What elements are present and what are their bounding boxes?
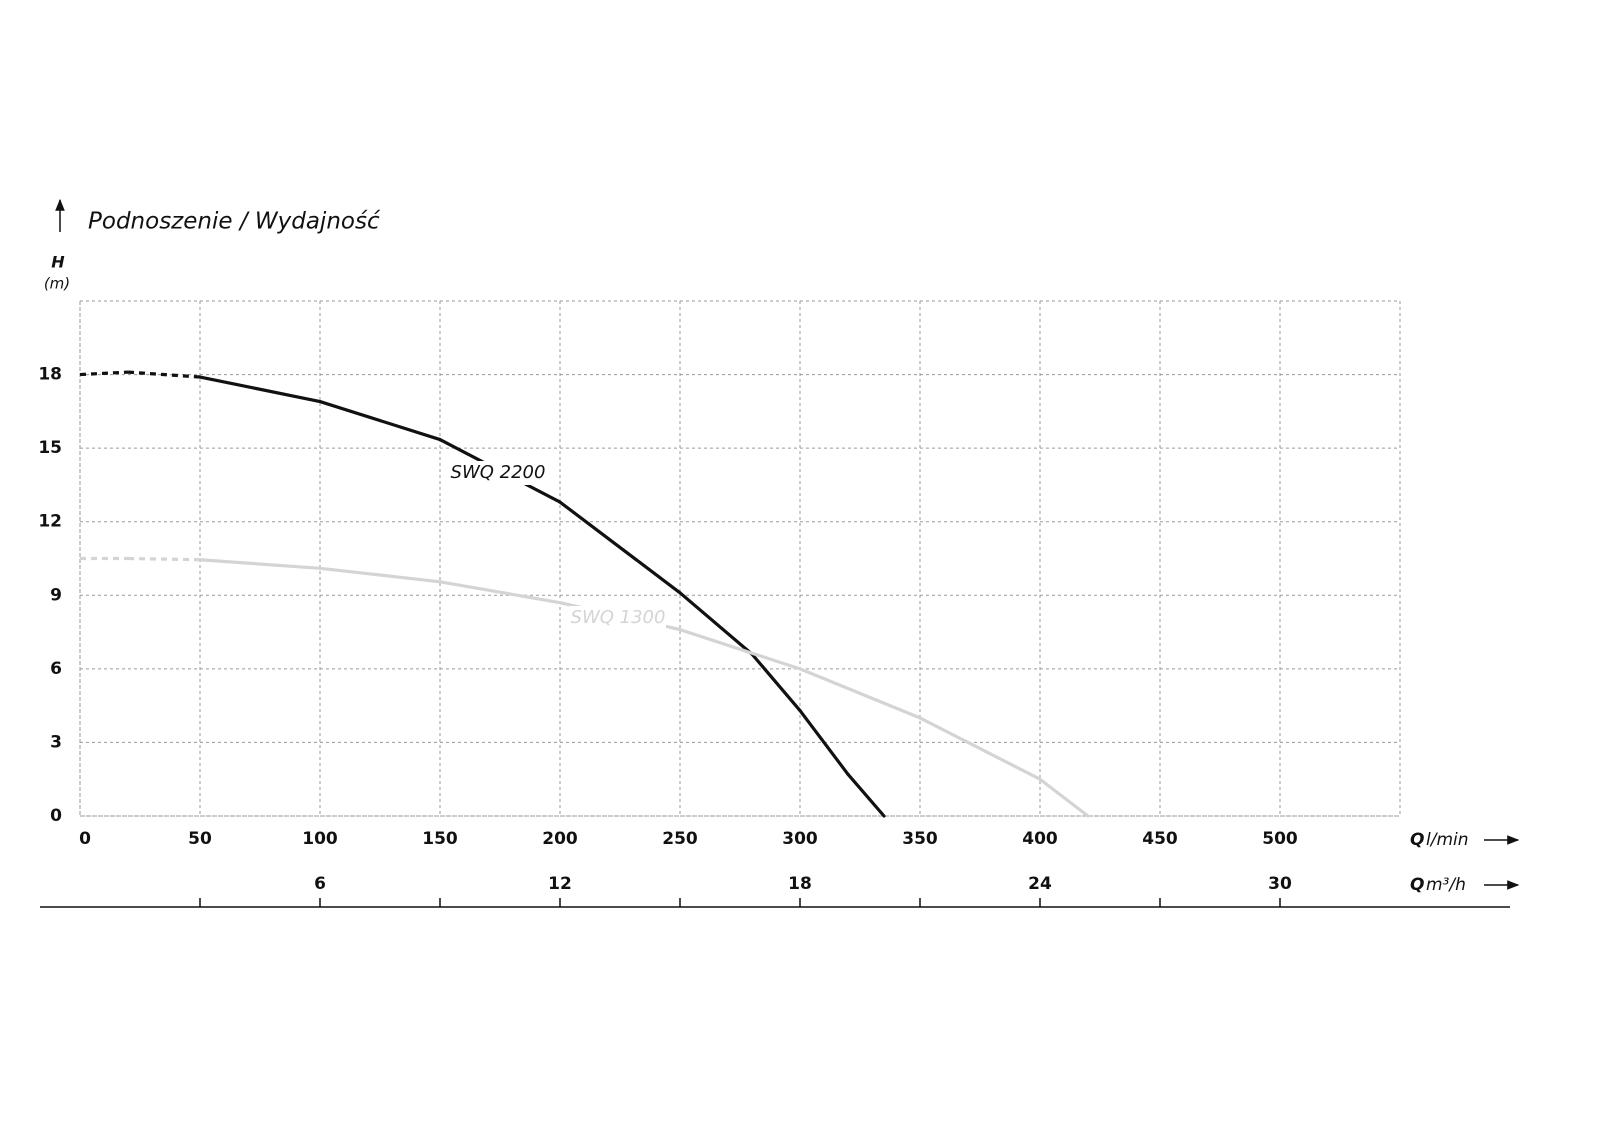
series-label: SWQ 2200 xyxy=(451,462,546,483)
y-tick-label: 12 xyxy=(38,512,62,532)
x2-axis-unit: m³/h xyxy=(1426,875,1466,895)
curve-segment xyxy=(678,591,754,656)
y-tick-label: 18 xyxy=(38,365,62,385)
curve-segment xyxy=(798,708,850,776)
curve-segment xyxy=(79,370,129,377)
curve-segment xyxy=(1038,777,1090,818)
curve-segment xyxy=(198,375,322,404)
y-tick-label: 9 xyxy=(50,585,62,605)
x-tick-label: 250 xyxy=(662,829,698,849)
x2-tick-label: 12 xyxy=(548,874,572,894)
y-tick-label: 15 xyxy=(38,438,62,458)
curve-segment xyxy=(846,772,886,818)
y-axis-symbol: H xyxy=(51,253,65,272)
curve-segment xyxy=(750,652,802,713)
curve-segment xyxy=(438,580,562,605)
x2-tick-label: 18 xyxy=(788,874,812,894)
x-tick-label: 0 xyxy=(79,829,91,849)
y-tick-label: 3 xyxy=(50,732,62,752)
y-axis-unit: (m) xyxy=(44,275,70,293)
label-background xyxy=(570,606,666,630)
x-axis-unit: l/min xyxy=(1426,830,1469,850)
curve-segment xyxy=(127,556,201,562)
curve-segment xyxy=(318,566,442,584)
curve-segment xyxy=(198,558,322,570)
curve-segment xyxy=(127,370,201,379)
label-background xyxy=(450,461,546,485)
curve-segment xyxy=(798,667,922,720)
curve-segment xyxy=(558,500,682,595)
y-tick-label: 6 xyxy=(50,659,62,679)
x2-tick-label: 24 xyxy=(1028,874,1052,894)
series-label: SWQ 1300 xyxy=(571,607,666,628)
x2-axis-symbol: Q xyxy=(1410,875,1424,895)
y-tick-label: 0 xyxy=(50,806,62,826)
x2-tick-label: 6 xyxy=(314,874,326,894)
curve-segment xyxy=(318,399,442,442)
curve-segment xyxy=(918,716,1042,781)
x-tick-label: 200 xyxy=(542,829,578,849)
x-tick-label: 100 xyxy=(302,829,338,849)
x-tick-label: 450 xyxy=(1142,829,1178,849)
x-tick-label: 150 xyxy=(422,829,458,849)
x-tick-label: 300 xyxy=(782,829,818,849)
x-tick-label: 350 xyxy=(902,829,938,849)
x-tick-label: 500 xyxy=(1262,829,1298,849)
x-tick-label: 50 xyxy=(188,829,212,849)
x-axis-symbol: Q xyxy=(1410,830,1424,850)
chart-title: Podnoszenie / Wydajność xyxy=(88,209,381,235)
plot-frame xyxy=(79,300,1401,817)
curve-segment xyxy=(678,628,802,671)
x2-tick-label: 30 xyxy=(1268,874,1292,894)
x-tick-label: 400 xyxy=(1022,829,1058,849)
